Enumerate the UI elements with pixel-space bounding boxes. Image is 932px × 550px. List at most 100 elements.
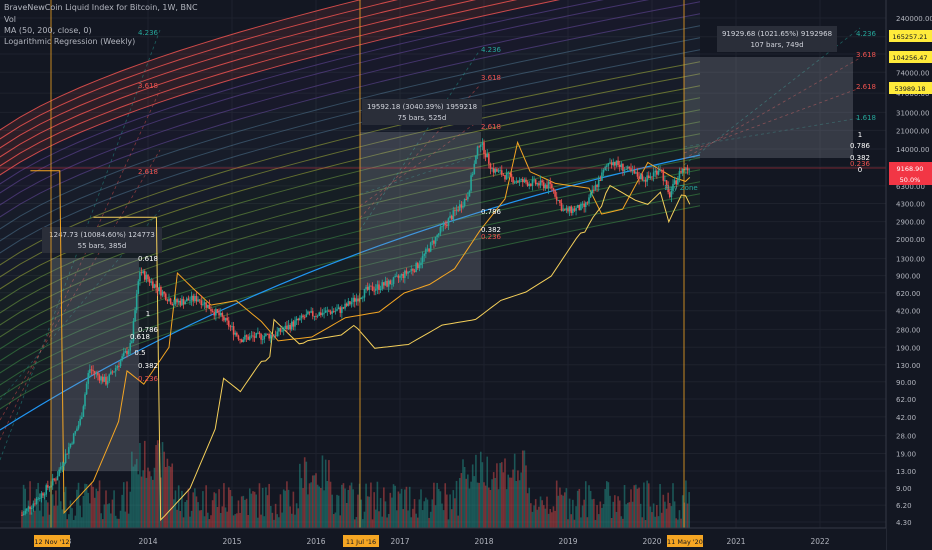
volume-bar bbox=[305, 461, 308, 528]
candle-body bbox=[610, 162, 613, 166]
candle-body bbox=[229, 326, 232, 328]
volume-bar bbox=[436, 482, 438, 528]
candle-body bbox=[415, 262, 417, 272]
candle-body bbox=[635, 172, 637, 174]
candle-body bbox=[326, 310, 329, 312]
candle-body bbox=[208, 304, 211, 310]
candle-body bbox=[479, 144, 482, 147]
volume-bar bbox=[400, 488, 403, 528]
volume-bar bbox=[29, 481, 31, 528]
price-tick-5: 28.00 bbox=[896, 433, 916, 441]
band-19 bbox=[0, 0, 605, 185]
candle-body bbox=[452, 210, 455, 220]
candle-body bbox=[454, 210, 456, 212]
volume-bar bbox=[405, 486, 408, 528]
volume-bar bbox=[101, 519, 104, 528]
candle-body bbox=[659, 169, 661, 171]
volume-bar bbox=[341, 484, 343, 528]
candle-body bbox=[245, 335, 248, 337]
candle-body bbox=[657, 170, 660, 175]
time-axis[interactable]: 201420152016201720182019202020212022312 … bbox=[0, 527, 886, 550]
measure-box-2 bbox=[684, 57, 853, 158]
volume-bar bbox=[97, 491, 99, 528]
volume-bar bbox=[72, 519, 75, 528]
volume-bar bbox=[433, 482, 435, 528]
candle-body bbox=[305, 314, 308, 318]
band-label-3: 1.618 bbox=[856, 114, 876, 122]
volume-bar bbox=[593, 498, 595, 528]
candle-body bbox=[147, 274, 149, 280]
candle-body bbox=[63, 462, 65, 466]
band-label-6: 0.382 bbox=[850, 154, 870, 162]
volume-bar bbox=[623, 485, 626, 528]
volume-bar bbox=[646, 480, 648, 528]
measure-box-0 bbox=[51, 258, 139, 471]
volume-bar bbox=[350, 482, 353, 528]
legend-log-regression[interactable]: Logarithmic Regression (Weekly) bbox=[4, 37, 136, 46]
volume-bar bbox=[336, 494, 338, 528]
candle-body bbox=[668, 192, 671, 198]
legend-volume[interactable]: Vol bbox=[4, 15, 16, 24]
volume-bar bbox=[48, 514, 51, 528]
legend-title[interactable]: BraveNewCoin Liquid Index for Bitcoin, 1… bbox=[4, 3, 198, 12]
volume-bar bbox=[168, 465, 170, 528]
price-tick-0: 4.30 bbox=[896, 519, 912, 527]
fan-2016-0 bbox=[359, 49, 481, 231]
candle-body bbox=[161, 291, 164, 296]
volume-bar bbox=[300, 478, 303, 528]
candle-body bbox=[654, 170, 657, 173]
candle-body bbox=[531, 179, 534, 187]
volume-bar bbox=[56, 505, 59, 528]
legend-moving-average[interactable]: MA (50, 200, close, 0) bbox=[4, 26, 92, 35]
volume-bar bbox=[90, 483, 93, 528]
volume-bar bbox=[520, 472, 522, 528]
candle-body bbox=[486, 153, 489, 158]
volume-bar bbox=[242, 495, 245, 528]
volume-bar bbox=[657, 516, 660, 528]
candle-body bbox=[121, 356, 123, 361]
band-fill-10 bbox=[0, 73, 700, 289]
volume-bar bbox=[281, 512, 283, 528]
candle-body bbox=[137, 281, 140, 294]
volume-bar bbox=[21, 510, 23, 528]
price-tick-24: 47000.00 bbox=[896, 90, 929, 98]
candle-body bbox=[489, 163, 492, 169]
price-label-4: 50.0% bbox=[900, 176, 921, 184]
volume-bar bbox=[597, 514, 600, 528]
volume-bar bbox=[308, 483, 311, 528]
volume-bar bbox=[509, 477, 511, 528]
volume-bar bbox=[635, 484, 637, 528]
band-24 bbox=[0, 0, 398, 140]
volume-bar bbox=[465, 478, 468, 528]
candle-body bbox=[221, 313, 224, 317]
candle-body bbox=[399, 275, 401, 278]
volume-bar bbox=[100, 513, 102, 528]
candle-body bbox=[339, 307, 342, 313]
candle-body bbox=[623, 169, 626, 172]
volume-bar bbox=[32, 508, 35, 528]
volume-bar bbox=[442, 510, 445, 528]
candle-body bbox=[294, 320, 296, 327]
candle-body bbox=[276, 331, 279, 337]
volume-bar bbox=[37, 482, 39, 528]
candle-body bbox=[526, 182, 529, 187]
volume-bar bbox=[58, 480, 60, 528]
candle-body bbox=[250, 335, 253, 337]
candle-body bbox=[473, 163, 476, 175]
candle-body bbox=[129, 342, 132, 351]
band-label-4236-2016: 4.236 bbox=[481, 46, 502, 54]
volume-bar bbox=[596, 505, 598, 528]
band-fill-0 bbox=[0, 193, 700, 409]
volume-bar bbox=[376, 481, 379, 528]
volume-bar bbox=[121, 494, 123, 528]
band-label-0382-2012: 0.382 bbox=[138, 362, 158, 370]
volume-bar bbox=[171, 463, 174, 528]
candle-body bbox=[295, 318, 298, 321]
volume-bar bbox=[177, 485, 180, 528]
volume-bar bbox=[108, 503, 111, 528]
volume-bar bbox=[373, 492, 375, 528]
volume-bar bbox=[525, 465, 527, 528]
volume-bar bbox=[245, 498, 248, 528]
band-label-2618-2016: 2.618 bbox=[481, 123, 501, 131]
